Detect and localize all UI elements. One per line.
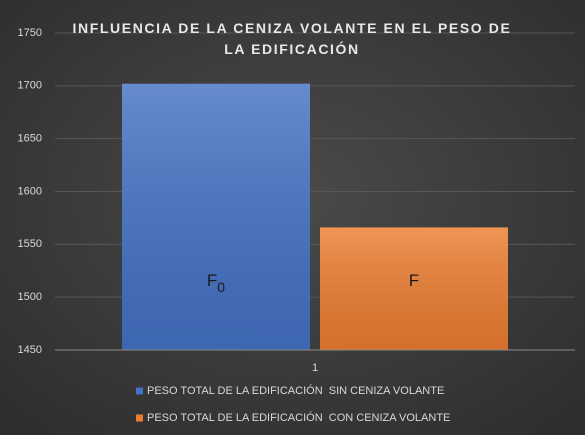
legend-label: PESO TOTAL DE LA EDIFICACIÓN SIN CENIZA … bbox=[147, 384, 444, 397]
y-tick-label: 1550 bbox=[18, 238, 42, 250]
legend-swatch bbox=[136, 387, 143, 395]
bar-shade bbox=[122, 83, 310, 350]
bar-annotation: F0 bbox=[207, 271, 225, 294]
y-tick-label: 1500 bbox=[18, 291, 42, 303]
y-tick-label: 1650 bbox=[18, 133, 42, 145]
annotation-text: F bbox=[409, 271, 419, 290]
bar-shade bbox=[320, 227, 508, 350]
y-tick-label: 1600 bbox=[18, 185, 42, 197]
y-tick-label: 1750 bbox=[18, 27, 42, 39]
x-tick-label: 1 bbox=[312, 362, 318, 374]
annotation-subscript: 0 bbox=[217, 279, 225, 295]
legend-swatch bbox=[136, 414, 143, 422]
y-tick-label: 1450 bbox=[18, 344, 42, 356]
bar-annotation: F bbox=[409, 271, 419, 290]
y-tick-label: 1700 bbox=[18, 80, 42, 92]
chart-title: INFLUENCIA DE LA CENIZA VOLANTE EN EL PE… bbox=[72, 20, 512, 57]
annotation-text: F bbox=[207, 271, 217, 290]
legend-label: PESO TOTAL DE LA EDIFICACIÓN CON CENIZA … bbox=[147, 411, 450, 424]
